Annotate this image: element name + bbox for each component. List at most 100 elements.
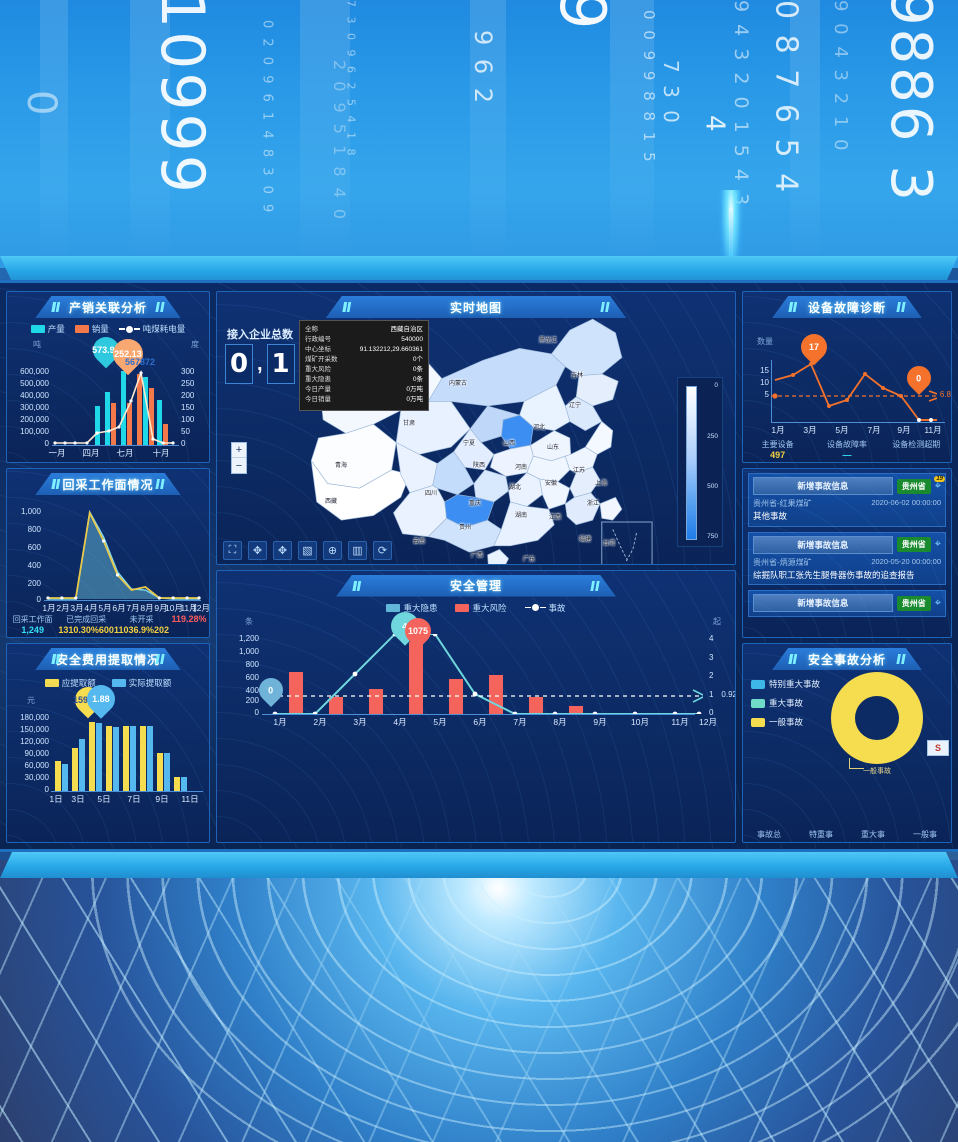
- collapse-icon[interactable]: ✥: [273, 540, 292, 560]
- left-column: 产销关联分析 产量 销量 吨煤耗电量 吨 度: [6, 291, 210, 843]
- line-fault-count: [771, 362, 937, 422]
- metrics-mining-face: 回采工作面 1,249 已完成回采 1310.30%600 未开采 11036.…: [7, 614, 209, 635]
- metric: 事故总: [743, 829, 795, 840]
- metric-value: 497: [770, 450, 786, 460]
- province-label: 上海: [595, 481, 608, 487]
- metric: 特重事: [795, 829, 847, 840]
- province-label: 湖北: [509, 485, 522, 491]
- panel-accident-analysis: 安全事故分析 特别重大事故 重大事故 一般事故 一般事故: [742, 643, 952, 843]
- list-item[interactable]: 新增事故信息 贵州省 ⌖: [748, 590, 946, 618]
- map-toolbar: ⛶ ✥ ✥ ▧ ⊕ ▥ ⟳: [223, 540, 392, 560]
- tooltip-key: 煤矿开采数: [305, 356, 338, 364]
- legend-item[interactable]: 重大隐患: [386, 602, 437, 614]
- bar-output: [105, 392, 110, 445]
- scroll-indicator-badge[interactable]: S: [927, 740, 949, 756]
- digit-separator: ,: [257, 352, 263, 375]
- bar-major-risk: [329, 696, 343, 714]
- metric-value: 1,249: [21, 625, 44, 635]
- panel-safety-management: 安全管理 重大隐患 重大风险 事故 条 起 1,200: [216, 569, 736, 843]
- plot-area: 159497 1.88: [53, 679, 203, 791]
- panel-safety-fee: 安全费用提取情况 应提取额 实际提取额 元 180,000 150,000 12…: [6, 643, 210, 843]
- metric-value: 1310.30%600: [58, 625, 114, 635]
- province-label: 青海: [335, 463, 348, 469]
- expand-icon[interactable]: ✥: [248, 540, 267, 560]
- province-label: 浙江: [587, 501, 600, 507]
- metric: 主要设备 497: [743, 439, 812, 460]
- layers-icon[interactable]: ▧: [298, 540, 317, 560]
- legend-item[interactable]: 产量: [30, 323, 65, 335]
- legend-item[interactable]: 销量: [74, 323, 109, 335]
- panel-title-mining-face: 回采工作面情况: [35, 473, 180, 495]
- legend-label: 事故: [548, 602, 566, 613]
- map-zoom-control[interactable]: + −: [231, 442, 247, 474]
- legend-label: 应提取额: [61, 678, 96, 688]
- bar-output: [95, 406, 100, 445]
- legend-item[interactable]: 重大事故: [751, 697, 820, 709]
- metric-key: 重大事: [861, 830, 885, 839]
- province-label: 黑龙江: [539, 338, 558, 344]
- legend-item[interactable]: 重大风险: [455, 602, 507, 614]
- tooltip-value: 0万吨: [406, 396, 423, 404]
- axis-unit-right: 度: [191, 340, 199, 349]
- bar-due: [55, 761, 61, 791]
- province-label: 宁夏: [463, 441, 476, 447]
- legend-item[interactable]: 应提取额: [44, 677, 96, 689]
- bar-actual: [164, 753, 170, 791]
- panel-production-sales: 产销关联分析 产量 销量 吨煤耗电量 吨 度: [6, 291, 210, 463]
- bar-actual: [96, 723, 102, 791]
- metric-key: 未开采: [129, 615, 154, 624]
- bar-due: [140, 726, 146, 791]
- bar-sales: [127, 403, 132, 445]
- list-item[interactable]: 新增事故信息 贵州省 ⌖ 19 贵州省-红果煤矿 2020-06-02 00:0…: [748, 473, 946, 527]
- metric-key: 特重事: [809, 830, 833, 839]
- province-label: 南海诸岛: [619, 564, 643, 565]
- map-zoom-in-button[interactable]: +: [232, 443, 246, 458]
- chart-mining-face: 1,000 800 600 400 200 0: [20, 507, 210, 613]
- dashboard-root: 产销关联分析 产量 销量 吨煤耗电量 吨 度: [0, 280, 958, 852]
- bar-chart-icon[interactable]: ▥: [348, 540, 367, 560]
- refresh-icon[interactable]: ⟳: [373, 540, 392, 560]
- colorbar-tick: 0: [714, 382, 718, 389]
- globe-icon[interactable]: ⊕: [323, 540, 342, 560]
- location-pin-icon[interactable]: ⌖: [934, 538, 941, 551]
- panel-title-safety-fee: 安全费用提取情况: [35, 648, 180, 670]
- location-pin-icon[interactable]: ⌖ 19: [934, 475, 945, 492]
- news-header: 新增事故信息 贵州省 ⌖: [753, 594, 941, 613]
- bar-sales: [137, 374, 142, 445]
- panel-accident-news[interactable]: 新增事故信息 贵州省 ⌖ 19 贵州省-红果煤矿 2020-06-02 00:0…: [742, 468, 952, 638]
- legend-item[interactable]: 事故: [524, 602, 566, 614]
- bar-major-risk: [529, 696, 543, 714]
- threshold-label: 0.92: [721, 689, 736, 699]
- location-pin-icon[interactable]: ⌖: [934, 596, 941, 609]
- pin-value: 1.88: [92, 694, 110, 704]
- area-mining-face: [46, 509, 201, 600]
- bar-major-risk: [569, 705, 583, 714]
- metric: 设备故障率 —: [812, 439, 881, 460]
- province-label: 吉林: [571, 373, 584, 379]
- axis-unit-left: 条: [245, 616, 253, 626]
- news-tag: 新增事故信息: [753, 594, 893, 613]
- donut-chart-accidents[interactable]: [831, 672, 923, 764]
- legend-item[interactable]: 吨煤耗电量: [118, 323, 185, 335]
- bar-actual: [79, 739, 85, 791]
- legend-item[interactable]: 一般事故: [751, 716, 820, 728]
- legend-safety-fee: 应提取额 实际提取额: [7, 677, 209, 689]
- metric-key: 已完成回采: [66, 615, 107, 624]
- tooltip-row: 中心坐标 91.132212,29.660361: [305, 345, 423, 355]
- list-item[interactable]: 新增事故信息 贵州省 ⌖ 贵州省-炳源煤矿 2020-05-20 00:00:0…: [748, 531, 946, 586]
- province-label: 甘肃: [403, 421, 416, 427]
- province-label: 福建: [579, 537, 592, 543]
- metric: 119.28%: [169, 614, 209, 635]
- line-power-consumption: [53, 369, 175, 445]
- legend-item[interactable]: 特别重大事故: [751, 678, 820, 690]
- enterprise-total-label: 接入企业总数: [227, 329, 293, 341]
- legend-item[interactable]: 实际提取额: [111, 677, 171, 689]
- metric-key: 设备检测超期: [892, 440, 941, 449]
- bottom-background-image: [0, 860, 958, 1142]
- province-label: 广东: [523, 557, 536, 563]
- legend-accident-analysis: 特别重大事故 重大事故 一般事故: [751, 678, 820, 728]
- map-zoom-out-button[interactable]: −: [235, 459, 243, 472]
- metric-value: —: [842, 450, 852, 460]
- select-area-icon[interactable]: ⛶: [223, 540, 242, 560]
- bar-major-risk: [489, 674, 503, 714]
